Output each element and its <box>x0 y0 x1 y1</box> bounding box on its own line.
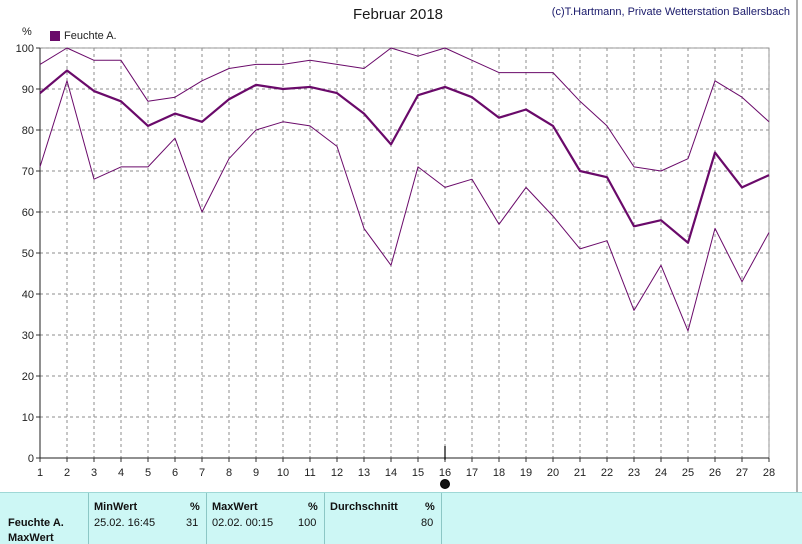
x-tick-label: 21 <box>574 467 586 479</box>
panel-divider <box>88 493 89 544</box>
x-tick-label: 8 <box>226 467 232 479</box>
y-tick-label: 90 <box>22 84 34 96</box>
x-tick-label: 2 <box>64 467 70 479</box>
avg-unit: % <box>425 501 435 513</box>
x-tick-label: 7 <box>199 467 205 479</box>
y-tick-label: 50 <box>22 248 34 260</box>
x-tick-label: 24 <box>655 467 667 479</box>
y-tick-label: 80 <box>22 125 34 137</box>
x-tick-label: 23 <box>628 467 640 479</box>
row-label: MaxWert <box>8 532 54 544</box>
chart-title: Februar 2018 <box>352 6 444 23</box>
x-tick-label: 11 <box>304 467 315 479</box>
x-tick-label: 25 <box>682 467 694 479</box>
x-tick-label: 1 <box>37 467 43 479</box>
max-value: 100 <box>298 517 317 529</box>
legend-swatch <box>50 31 60 41</box>
x-tick-label: 14 <box>385 467 397 479</box>
x-tick-label: 13 <box>358 467 370 479</box>
series-line-mean <box>39 69 770 244</box>
x-tick-label: 17 <box>466 467 478 479</box>
credit-text: (c)T.Hartmann, Private Wetterstation Bal… <box>551 6 790 18</box>
min-datetime: 25.02. 16:45 <box>94 517 156 529</box>
x-tick-label: 28 <box>763 467 775 479</box>
panel-divider <box>324 493 325 544</box>
y-tick-label: 10 <box>22 412 34 424</box>
min-value: 31 <box>186 517 199 529</box>
legend-label: Feuchte A. <box>64 30 117 42</box>
series-line-max <box>39 47 770 172</box>
x-tick-label: 3 <box>91 467 97 479</box>
series-line-min <box>39 80 770 332</box>
max-header: MaxWert <box>212 501 258 513</box>
min-unit: % <box>190 501 200 513</box>
x-tick-label: 6 <box>172 467 178 479</box>
avg-header: Durchschnitt <box>330 501 398 513</box>
x-tick-label: 12 <box>331 467 343 479</box>
x-tick-label: 9 <box>253 467 259 479</box>
y-tick-label: 30 <box>22 330 34 342</box>
x-tick-label: 20 <box>547 467 559 479</box>
y-tick-label: 20 <box>22 371 34 383</box>
x-tick-label: 15 <box>412 467 424 479</box>
x-tick-label: 4 <box>118 467 124 479</box>
y-unit-label: % <box>22 26 32 38</box>
x-tick-label: 5 <box>145 467 151 479</box>
day-marker-dot <box>440 479 450 489</box>
x-tick-label: 18 <box>493 467 505 479</box>
x-tick-label: 16 <box>439 467 451 479</box>
x-tick-label: 27 <box>736 467 748 479</box>
y-tick-label: 100 <box>16 43 34 55</box>
x-tick-label: 10 <box>277 467 289 479</box>
x-tick-label: 22 <box>601 467 613 479</box>
series-name: Feuchte A. <box>8 517 64 529</box>
y-tick-label: 40 <box>22 289 34 301</box>
panel-divider <box>206 493 207 544</box>
x-tick-label: 26 <box>709 467 721 479</box>
avg-value: 80 <box>421 517 434 529</box>
min-header: MinWert <box>94 501 138 513</box>
chart-area: 0 10 20 30 40 50 60 70 80 90 100 1 2 3 4 5 6 7 8 9 10 11 12 13 1… <box>15 0 798 492</box>
statistics-panel: MinWert % MaxWert % Durchschnitt % Feuch… <box>0 492 802 544</box>
max-unit: % <box>308 501 318 513</box>
y-tick-label: 0 <box>28 453 34 465</box>
x-tick-label: 19 <box>520 467 532 479</box>
y-tick-label: 60 <box>22 207 34 219</box>
max-datetime: 02.02. 00:15 <box>212 517 274 529</box>
y-tick-label: 70 <box>22 166 34 178</box>
window-border <box>796 0 798 492</box>
legend[interactable]: Feuchte A. <box>50 30 117 42</box>
panel-divider <box>441 493 442 544</box>
